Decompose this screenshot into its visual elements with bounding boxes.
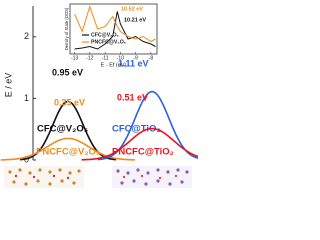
legend-entry: CFC@V₂O₅ bbox=[37, 124, 88, 135]
structure-left bbox=[4, 166, 84, 188]
x-tick-label: -13 bbox=[71, 55, 78, 61]
dos-line bbox=[74, 11, 156, 50]
legend-entry: PNCFC@TiO₂ bbox=[112, 147, 174, 158]
legend-entry: PNCFC@V₂O₅ bbox=[91, 39, 127, 45]
atoms bbox=[14, 174, 70, 180]
y-tick-label: 2 bbox=[24, 31, 29, 41]
legend-entry: CFC@TiO₂ bbox=[112, 124, 161, 135]
atoms bbox=[8, 168, 81, 186]
x-tick-label: -9 bbox=[133, 55, 138, 61]
energy-curve bbox=[0, 137, 135, 161]
x-tick-label: -12 bbox=[86, 55, 93, 61]
energy-curve bbox=[81, 127, 198, 161]
y-axis-label: Density of State (DOS) bbox=[64, 7, 69, 50]
structure-right bbox=[112, 166, 192, 188]
inset-frame bbox=[69, 3, 158, 55]
annotation: 10.52 eV bbox=[121, 6, 143, 12]
value-label: 0.51 eV bbox=[117, 92, 148, 102]
x-tick-label: -8 bbox=[149, 55, 154, 61]
legend-entry: PNCFC@V₂O₅ bbox=[36, 147, 100, 158]
y-tick-label: 1 bbox=[24, 93, 29, 103]
atoms bbox=[116, 168, 189, 186]
structure-bg bbox=[112, 166, 192, 188]
x-tick-label: -11 bbox=[102, 55, 109, 61]
value-label: 0.35 eV bbox=[54, 97, 85, 107]
x-axis-label: E - Ef (eV) bbox=[101, 62, 127, 68]
x-tick-label: -10 bbox=[117, 55, 124, 61]
value-label: 0.95 eV bbox=[52, 67, 83, 77]
atoms bbox=[122, 174, 178, 180]
dos-line bbox=[74, 4, 156, 43]
legend-entry: CFC@V₂O₅ bbox=[91, 32, 120, 38]
value-label: 1.11 eV bbox=[118, 58, 149, 68]
structure-bg bbox=[4, 166, 84, 188]
y-axis-label: E / eV bbox=[3, 73, 13, 98]
annotation: 10.21 eV bbox=[124, 17, 146, 23]
